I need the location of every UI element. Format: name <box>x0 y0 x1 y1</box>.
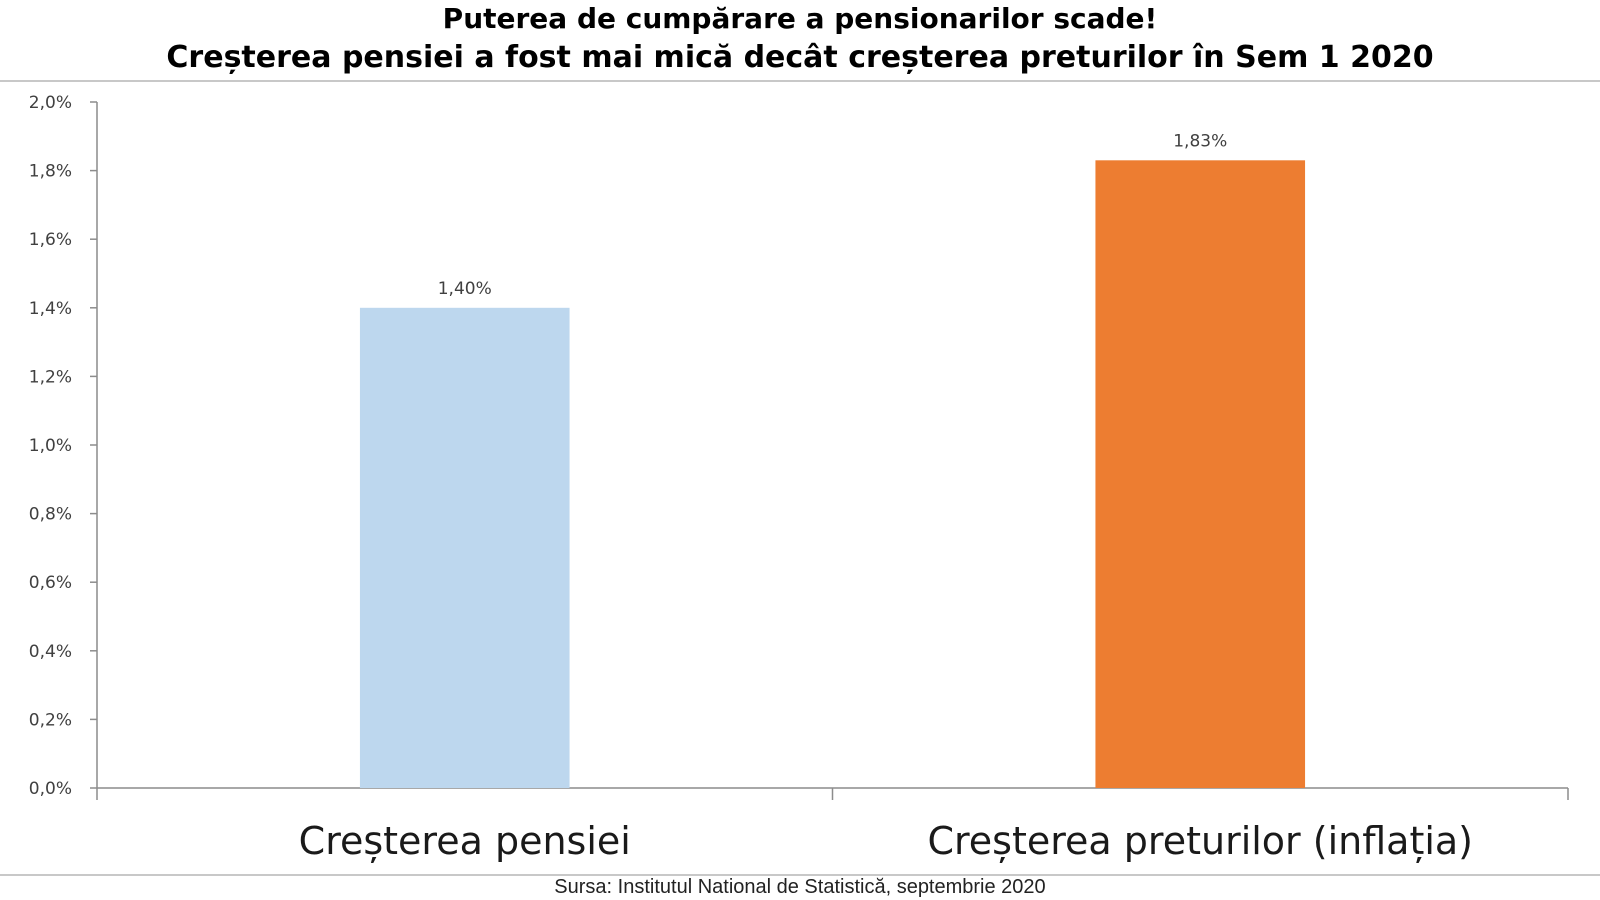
source-divider <box>0 874 1600 876</box>
y-tick-label: 0,4% <box>29 642 72 662</box>
category-label: Creșterea pensiei <box>299 819 631 863</box>
y-tick-label: 1,8% <box>29 162 72 182</box>
y-tick-label: 0,8% <box>29 505 72 525</box>
y-tick-label: 0,6% <box>29 573 72 593</box>
y-tick-label: 1,0% <box>29 436 72 456</box>
bar <box>1095 160 1306 788</box>
category-label: Creșterea preturilor (inflația) <box>927 819 1473 863</box>
y-tick-label: 0,0% <box>29 779 72 799</box>
y-tick-label: 1,2% <box>29 367 72 387</box>
chart-subtitle: Creșterea pensiei a fost mai mică decât … <box>166 40 1434 75</box>
y-tick-label: 1,4% <box>29 299 72 319</box>
data-label: 1,83% <box>1173 131 1227 151</box>
source-note: Sursa: Institutul National de Statistică… <box>554 876 1046 898</box>
bar-chart: 0,0% 0,2% 0,4% 0,6% 0,8% 1,0% 1,2% 1,4% 1,6% 1,8%… <box>29 93 1569 863</box>
data-label: 1,40% <box>438 279 492 299</box>
chart-title: Puterea de cumpărare a pensionarilor sca… <box>442 2 1158 35</box>
y-tick-label: 1,6% <box>29 230 72 250</box>
bar <box>359 307 570 788</box>
y-tick-label: 0,2% <box>29 710 72 730</box>
title-divider <box>0 80 1600 82</box>
y-tick-label: 2,0% <box>29 93 72 113</box>
